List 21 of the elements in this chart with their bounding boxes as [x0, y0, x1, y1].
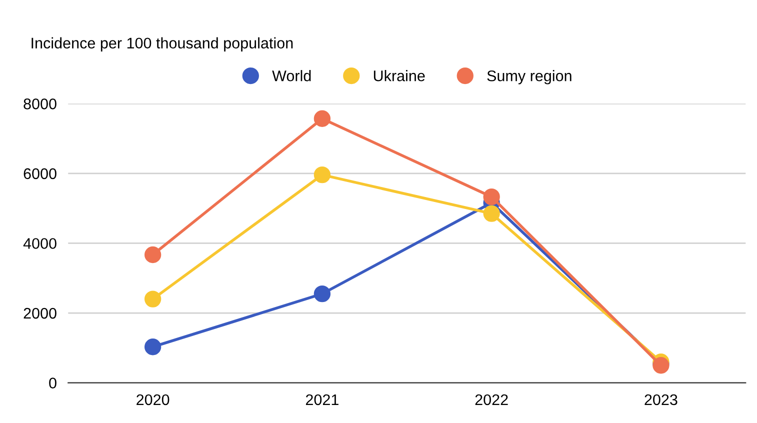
legend-label: World [272, 70, 311, 82]
x-tick-label: 2022 [475, 394, 508, 406]
point [483, 205, 500, 222]
y-tick-label: 2000 [24, 308, 56, 319]
y-tick-label: 8000 [24, 98, 56, 110]
y-tick-label: 4000 [23, 238, 56, 249]
point [483, 188, 500, 206]
point [144, 338, 162, 356]
y-axis-title: Incidence per 100 thousand population [32, 37, 293, 52]
y-tick-label: 0 [49, 378, 56, 388]
point [144, 246, 162, 264]
point [314, 285, 331, 302]
point [314, 110, 331, 127]
x-tick-label: 2020 [136, 394, 170, 406]
x-tick-label: 2023 [644, 394, 678, 406]
x-tick-label: 2021 [306, 394, 338, 406]
y-tick-label: 6000 [24, 168, 56, 180]
legend-label: Ukraine [374, 70, 425, 82]
point [144, 290, 162, 308]
legend-label: Sumy region [487, 70, 572, 84]
point [314, 166, 331, 184]
